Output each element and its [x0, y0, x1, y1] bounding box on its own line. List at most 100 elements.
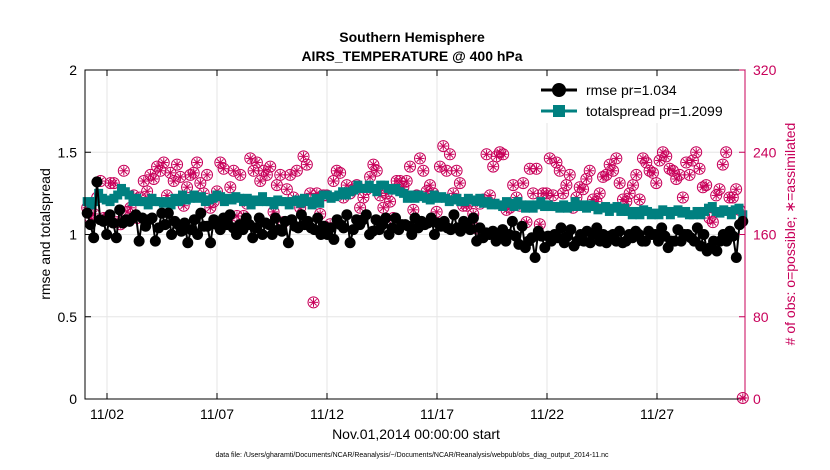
obs-assimilated-point	[611, 153, 621, 163]
legend-rmse-marker	[552, 83, 566, 97]
rmse-point	[276, 225, 288, 237]
asterisk-stroke	[729, 193, 737, 202]
asterisk-stroke	[230, 167, 238, 175]
asterisk-stroke	[369, 161, 377, 169]
obs-assimilated-point	[541, 188, 551, 198]
asterisk-stroke	[679, 193, 687, 202]
totalspread-point	[738, 210, 748, 220]
obs-possible-point	[201, 168, 214, 181]
obs-assimilated-point	[691, 147, 701, 157]
asterisk-stroke	[526, 165, 534, 173]
asterisk-stroke	[120, 167, 128, 175]
totalspread-point	[654, 210, 664, 220]
asterisk-stroke	[173, 161, 181, 169]
obs-possible-point	[174, 170, 187, 183]
rmse-point	[146, 212, 158, 224]
asterisk-stroke	[293, 167, 301, 175]
asterisk-stroke	[253, 158, 261, 167]
totalspread-series	[82, 180, 748, 220]
totalspread-point	[399, 188, 409, 198]
rmse-point	[312, 212, 324, 224]
totalspread-point	[498, 202, 508, 212]
obs-assimilated-point	[585, 166, 595, 176]
rmse-point	[107, 217, 119, 229]
obs-assimilated-point	[438, 141, 448, 151]
asterisk-stroke	[579, 185, 587, 193]
obs-assimilated-point	[255, 176, 265, 186]
obs-possible-point	[613, 177, 626, 190]
x-tick-label: 11/02	[90, 406, 124, 422]
asterisk-stroke	[366, 173, 374, 181]
obs-assimilated-point	[561, 180, 571, 190]
rmse-point	[529, 252, 541, 264]
rmse-point	[428, 229, 440, 240]
obs-assimilated-point	[252, 158, 262, 168]
obs-assimilated-point	[608, 166, 618, 176]
y-left-tick-label: 2	[69, 62, 77, 78]
rmse-point	[205, 237, 217, 249]
obs-assimilated-point	[335, 168, 345, 178]
obs-assimilated-point	[641, 158, 651, 168]
asterisk-stroke	[496, 148, 504, 156]
rmse-point	[166, 229, 178, 240]
obs-assimilated-point	[182, 182, 192, 192]
obs-possible-point	[693, 162, 706, 175]
obs-assimilated-point	[661, 151, 671, 161]
obs-assimilated-point	[285, 170, 295, 180]
obs-assimilated-point	[355, 203, 365, 213]
asterisk-stroke	[489, 163, 497, 171]
obs-assimilated-point	[405, 162, 415, 172]
x-tick-label: 11/22	[530, 406, 564, 422]
obs-assimilated-point	[555, 166, 565, 176]
obs-assimilated-point	[185, 170, 195, 180]
totalspread-point	[177, 190, 187, 200]
asterisk-stroke	[509, 181, 517, 189]
totalspread-point	[296, 198, 306, 208]
totalspread-point	[475, 193, 485, 203]
obs-possible-point	[543, 152, 556, 165]
obs-assimilated-point	[378, 203, 388, 213]
obs-possible-point	[280, 183, 293, 196]
rmse-point	[467, 212, 479, 224]
asterisk-stroke	[396, 177, 404, 185]
rmse-point	[81, 207, 93, 219]
rmse-point	[159, 219, 171, 231]
obs-assimilated-point	[402, 176, 412, 186]
asterisk-stroke	[453, 167, 461, 175]
totalspread-point	[143, 200, 153, 210]
asterisk-stroke	[702, 181, 710, 189]
asterisk-stroke	[669, 167, 677, 175]
rmse-point	[114, 204, 126, 216]
asterisk-stroke	[166, 169, 174, 177]
obs-possible-point	[307, 296, 320, 309]
obs-assimilated-point	[605, 160, 615, 170]
asterisk-stroke	[732, 185, 740, 193]
obs-possible-point	[290, 164, 303, 177]
obs-assimilated-point	[628, 180, 638, 190]
obs-assimilated-point	[308, 297, 318, 307]
rmse-point	[360, 209, 372, 221]
asterisk-stroke	[333, 167, 341, 175]
obs-assimilated-point	[731, 184, 741, 194]
asterisk-stroke	[542, 189, 550, 197]
asterisk-stroke	[419, 167, 427, 175]
asterisk-stroke	[672, 175, 680, 183]
y-right-tick-label: 160	[753, 227, 777, 243]
asterisk-stroke	[439, 142, 447, 150]
asterisk-stroke	[483, 150, 491, 158]
obs-possible-point	[217, 162, 230, 175]
obs-assimilated-point	[578, 184, 588, 194]
data-file-footnote: data file: /Users/gharamti/Documents/NCA…	[215, 452, 609, 459]
asterisk-stroke	[303, 161, 311, 169]
obs-possible-point	[636, 152, 649, 165]
asterisk-stroke	[356, 204, 364, 212]
rmse-point	[84, 219, 96, 231]
obs-possible-point	[437, 140, 450, 153]
asterisk-stroke	[492, 152, 501, 160]
obs-possible-point	[214, 156, 227, 169]
asterisk-stroke	[656, 156, 664, 165]
chart-title-line-1: Southern Hemisphere	[339, 29, 485, 45]
obs-assimilated-point	[595, 188, 605, 198]
obs-assimilated-point	[625, 188, 635, 198]
obs-assimilated-point	[565, 170, 575, 180]
